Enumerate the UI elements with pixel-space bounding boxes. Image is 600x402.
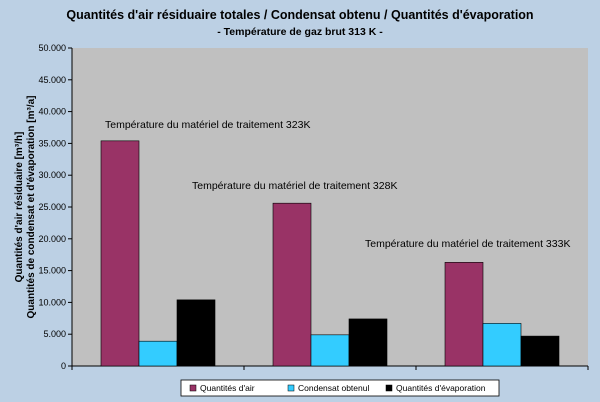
legend-swatch bbox=[189, 384, 197, 392]
y-tick-label: 10.000 bbox=[38, 297, 66, 307]
bar bbox=[520, 335, 560, 367]
y-axis-label: Quantités d'air résiduaire [m³/h] Quanti… bbox=[14, 96, 37, 319]
bar bbox=[272, 202, 312, 367]
legend-label: Condensat obtenul bbox=[298, 383, 369, 393]
legend: Quantités d'air Condensat obtenul Quantité… bbox=[180, 379, 500, 397]
legend-swatch bbox=[287, 384, 295, 392]
y-tick-label: 50.000 bbox=[38, 43, 66, 53]
y-tick-label: 0 bbox=[61, 361, 66, 371]
y-tick-label: 45.000 bbox=[38, 75, 66, 85]
bar bbox=[310, 334, 350, 367]
y-axis-label-line-1: Quantités d'air résiduaire [m³/h] bbox=[14, 132, 25, 283]
y-axis-label-line-2: Quantités de condensat et d'évaporation … bbox=[26, 96, 37, 319]
y-tick-label: 30.000 bbox=[38, 170, 66, 180]
legend-label: Quantités d'air bbox=[200, 383, 255, 393]
annotations: Température du matériel de traitement 32… bbox=[105, 119, 570, 250]
legend-swatch bbox=[385, 384, 393, 392]
annotation-label: Température du matériel de traitement 33… bbox=[365, 238, 570, 250]
legend-label: Quantités d'évaporation bbox=[396, 383, 486, 393]
bar bbox=[138, 340, 178, 367]
chart-title: Quantités d'air résiduaire totales / Con… bbox=[66, 8, 534, 22]
y-tick-label: 40.000 bbox=[38, 107, 66, 117]
annotation-label: Température du matériel de traitement 32… bbox=[105, 119, 310, 131]
y-tick-label: 25.000 bbox=[38, 202, 66, 212]
plot-area bbox=[72, 48, 588, 366]
bars bbox=[100, 140, 560, 367]
bar bbox=[176, 299, 216, 367]
bar bbox=[100, 140, 140, 367]
chart-subtitle: - Température de gaz brut 313 K - bbox=[217, 26, 383, 38]
y-tick-label: 20.000 bbox=[38, 234, 66, 244]
bar bbox=[482, 323, 522, 367]
y-tick-label: 35.000 bbox=[38, 138, 66, 148]
annotation-label: Température du matériel de traitement 32… bbox=[192, 180, 397, 192]
y-tick-label: 15.000 bbox=[38, 266, 66, 276]
bar bbox=[444, 262, 484, 367]
bar bbox=[348, 318, 388, 367]
y-tick-label: 5.000 bbox=[43, 329, 66, 339]
legend-box bbox=[180, 379, 500, 397]
